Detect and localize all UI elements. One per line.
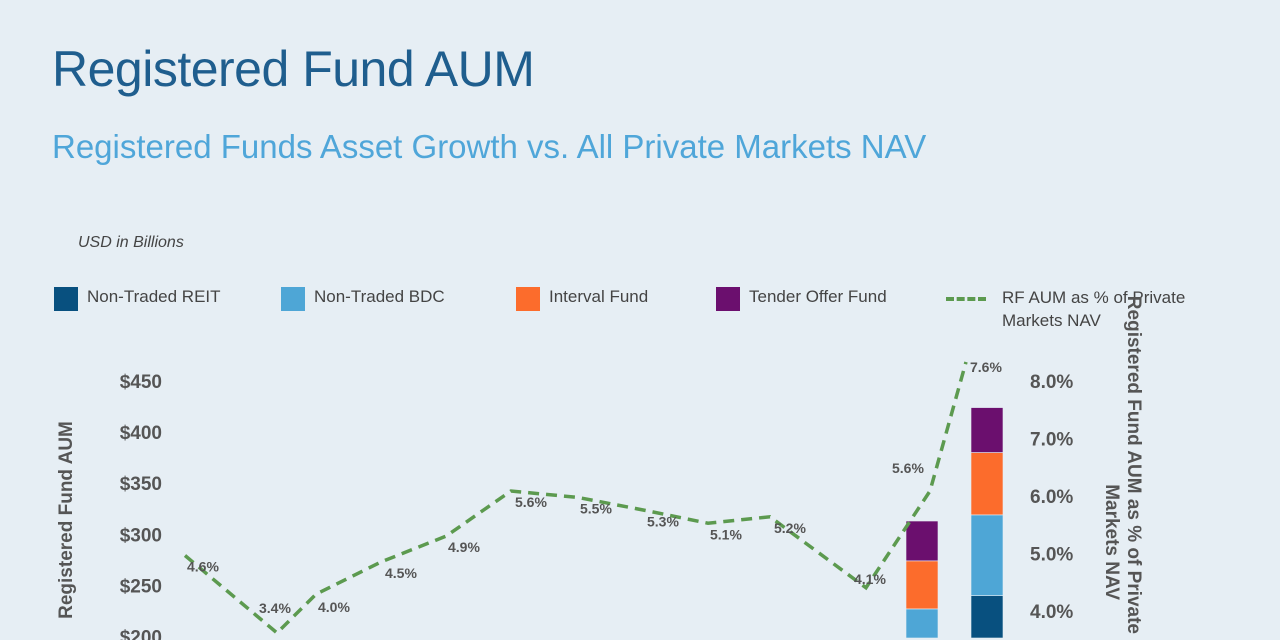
data-label: 5.2%: [774, 520, 806, 536]
page-title: Registered Fund AUM: [52, 41, 535, 97]
data-label: 7.6%: [970, 359, 1002, 375]
data-label: 5.6%: [892, 460, 924, 476]
legend-item: Tender Offer Fund: [716, 287, 887, 311]
legend-item: Non-Traded BDC: [281, 287, 445, 311]
y2-tick-label: 4.0%: [1030, 602, 1073, 623]
y-tick-label: $200: [120, 628, 162, 640]
data-label: 4.0%: [318, 599, 350, 615]
y-axis-title: Registered Fund AUM: [56, 421, 77, 619]
legend-label: Non-Traded REIT: [87, 287, 221, 306]
units-note: USD in Billions: [78, 234, 184, 251]
legend-swatch: [54, 287, 78, 311]
legend-item: Interval Fund: [516, 287, 648, 311]
legend-swatch: [946, 297, 986, 301]
y-tick-label: $350: [120, 474, 162, 495]
bar-segment: [905, 520, 939, 562]
legend-swatch: [281, 287, 305, 311]
y2-tick-label: 5.0%: [1030, 545, 1073, 566]
y-tick-label: $300: [120, 525, 162, 546]
y2-axis-title: Registered Fund AUM as % of Private: [1123, 296, 1144, 634]
bar-segment: [970, 407, 1004, 453]
page-subtitle: Registered Funds Asset Growth vs. All Pr…: [52, 128, 927, 165]
y2-tick-label: 8.0%: [1030, 372, 1073, 393]
bar-segment: [970, 452, 1004, 516]
data-label: 4.6%: [187, 559, 219, 575]
legend-item: RF AUM as % of Private Markets NAV: [946, 287, 1212, 332]
legend-item: Non-Traded REIT: [54, 287, 221, 311]
legend-label: Interval Fund: [549, 287, 649, 306]
legend-swatch: [516, 287, 540, 311]
legend-label: Tender Offer Fund: [749, 287, 887, 306]
data-label: 3.4%: [259, 600, 291, 616]
y2-axis-title: Markets NAV: [1101, 484, 1122, 600]
bar-segment: [905, 560, 939, 610]
bar-segment: [970, 595, 1004, 639]
data-label: 4.1%: [854, 571, 886, 587]
y-tick-label: $250: [120, 576, 162, 597]
data-label: 5.1%: [710, 526, 742, 542]
legend-swatch: [716, 287, 740, 311]
data-label: 5.5%: [580, 500, 612, 516]
data-label: 5.6%: [515, 494, 547, 510]
bar-segment: [905, 608, 939, 639]
data-label: 5.3%: [647, 513, 679, 529]
y-tick-label: $400: [120, 423, 162, 444]
y2-tick-label: 6.0%: [1030, 487, 1073, 508]
legend-label: Non-Traded BDC: [314, 287, 445, 306]
data-label: 4.5%: [385, 565, 417, 581]
bar-segment: [970, 514, 1004, 596]
line-series: [183, 361, 968, 636]
data-label: 4.9%: [448, 539, 480, 555]
y2-tick-label: 7.0%: [1030, 430, 1073, 451]
legend-label: RF AUM as % of Private Markets NAV: [1002, 288, 1186, 330]
y-tick-label: $450: [120, 372, 162, 393]
